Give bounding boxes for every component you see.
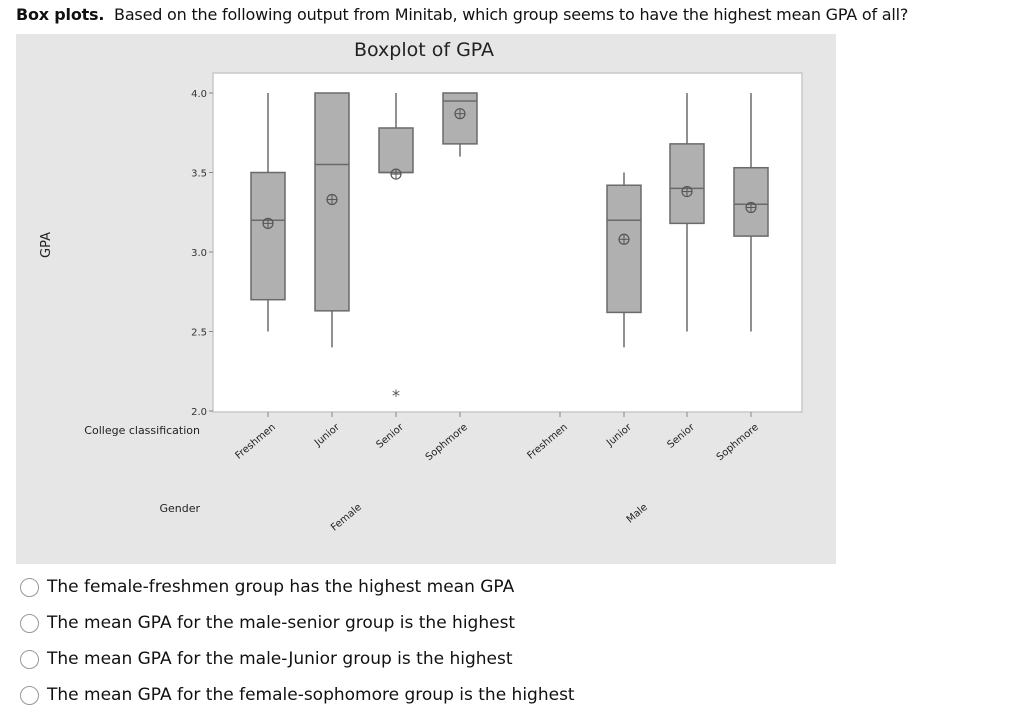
option-3[interactable]: The mean GPA for the female-sophomore gr… (20, 685, 575, 705)
option-1[interactable]: The mean GPA for the male-senior group i… (20, 613, 515, 633)
box (669, 143, 705, 225)
chart-title: Boxplot of GPA (354, 39, 494, 61)
question-text: Box plots. Based on the following output… (16, 5, 908, 24)
radio-button[interactable] (20, 613, 39, 633)
option-2[interactable]: The mean GPA for the male-Junior group i… (20, 649, 513, 669)
option-0[interactable]: The female-freshmen group has the highes… (20, 577, 514, 597)
question-heading: Box plots. (16, 5, 105, 24)
option-label: The mean GPA for the male-Junior group i… (47, 649, 513, 669)
box (250, 171, 286, 301)
y-tick-label: 3.0 (191, 248, 207, 259)
x-row-label-gender: Gender (159, 502, 200, 515)
plot-area (212, 72, 803, 413)
x-tick-label-class: Senior (665, 421, 697, 450)
x-row-label-class: College classification (84, 424, 200, 437)
box (606, 184, 642, 314)
x-tick-label-class: Freshmen (233, 422, 277, 462)
option-label: The mean GPA for the female-sophomore gr… (47, 685, 575, 705)
question-body: Based on the following output from Minit… (114, 5, 909, 24)
option-label: The female-freshmen group has the highes… (47, 577, 515, 597)
box (314, 92, 350, 312)
x-tick-label-class: Senior (374, 421, 406, 450)
radio-button[interactable] (20, 649, 39, 669)
x-tick-label-gender: Male (625, 502, 650, 526)
radio-button[interactable] (20, 577, 39, 597)
option-label: The mean GPA for the male-senior group i… (47, 613, 516, 633)
x-tick-label-class: Junior (312, 421, 342, 449)
x-tick-label-class: Sophmore (424, 422, 470, 463)
box (378, 127, 414, 174)
x-tick-label-class: Freshmen (525, 422, 569, 462)
y-axis-label: GPA (39, 232, 54, 258)
outlier-marker: * (392, 386, 400, 405)
x-tick-label-gender: Female (329, 502, 364, 534)
y-tick-label: 4.0 (191, 89, 207, 100)
x-tick-label-class: Junior (604, 421, 634, 449)
y-tick-label: 2.0 (191, 407, 207, 418)
radio-button[interactable] (20, 685, 39, 705)
y-tick-label: 3.5 (191, 169, 207, 180)
boxplot-chart: Boxplot of GPA GPA 2.0 2.5 3.0 3.5 4.0 College … (39, 39, 803, 534)
y-tick-label: 2.5 (191, 328, 207, 339)
x-tick-label-class: Sophmore (715, 422, 761, 463)
